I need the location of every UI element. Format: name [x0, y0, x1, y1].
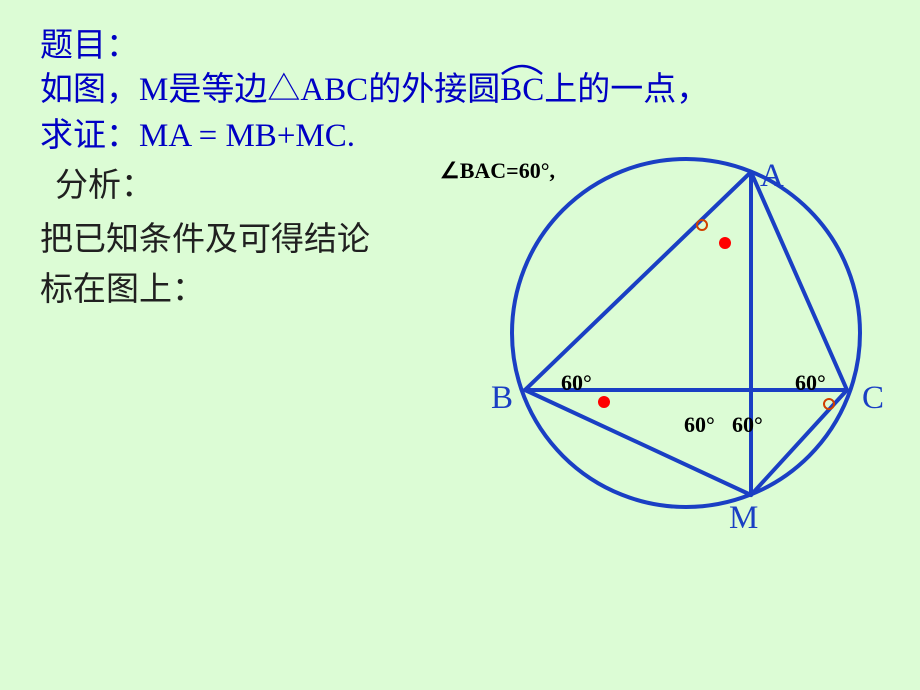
problem-line-2: 求证：MA = MB+MC. [40, 108, 355, 156]
vertex-label-A: A [760, 158, 784, 195]
angle-acb-label: 60° [795, 370, 826, 396]
problem-line-1: 如图，M是等边△ABC的外接圆 BC 上的一点， [40, 62, 709, 110]
arc-over-bc-icon [498, 60, 546, 78]
angle-amc-label: 60° [732, 412, 763, 438]
geometry-diagram [430, 140, 900, 560]
problem-line-1c: 上的一点， [544, 72, 709, 108]
angle-amb-label: 60° [684, 412, 715, 438]
analysis-body-2: 标在图上： [40, 262, 205, 310]
problem-title: 题目： [40, 18, 139, 66]
vertex-label-C: C [862, 380, 884, 417]
analysis-body-1: 把已知条件及可得结论 [40, 212, 370, 260]
arc-bc-wrap: BC [500, 72, 544, 109]
vertex-label-M: M [729, 500, 758, 537]
problem-line-1a: 如图，M是等边△ABC的外接圆 [40, 72, 500, 108]
angle-abc-label: 60° [561, 370, 592, 396]
analysis-label: 分析： [55, 158, 154, 206]
vertex-label-B: B [491, 380, 513, 417]
